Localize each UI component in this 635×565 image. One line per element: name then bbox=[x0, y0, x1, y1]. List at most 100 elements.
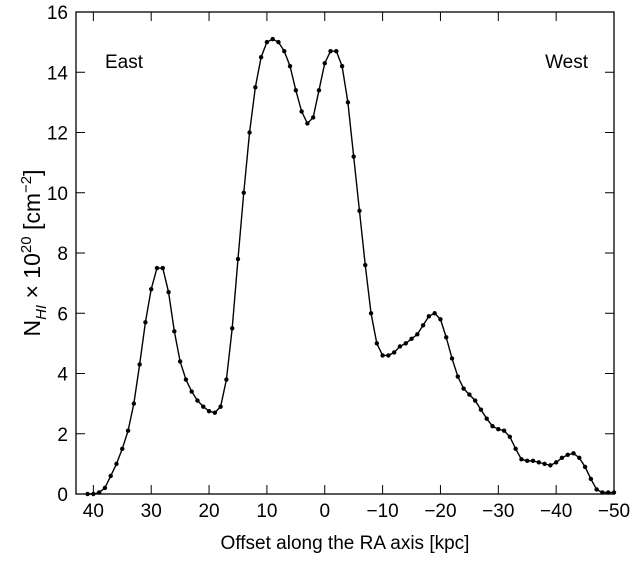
data-point bbox=[276, 39, 281, 45]
data-point bbox=[334, 48, 339, 54]
data-point bbox=[172, 329, 177, 334]
data-point bbox=[224, 377, 229, 382]
x-tick-label: 30 bbox=[141, 501, 162, 522]
data-point bbox=[310, 115, 316, 120]
data-point bbox=[525, 458, 530, 464]
data-point bbox=[328, 48, 333, 54]
data-point bbox=[600, 490, 605, 495]
y-label-part: ] bbox=[19, 169, 45, 175]
data-point bbox=[183, 377, 189, 382]
data-point bbox=[507, 434, 513, 439]
x-tick-label: 10 bbox=[256, 501, 277, 522]
data-point bbox=[241, 190, 246, 195]
data-point bbox=[582, 464, 588, 470]
data-point bbox=[316, 88, 322, 93]
data-point bbox=[114, 461, 119, 467]
data-point bbox=[137, 362, 142, 367]
y-tick-label: 14 bbox=[47, 63, 69, 84]
data-point bbox=[282, 48, 287, 54]
data-point bbox=[189, 389, 194, 394]
data-point bbox=[305, 121, 310, 126]
data-point bbox=[357, 208, 362, 214]
annotation: West bbox=[545, 52, 589, 73]
data-point bbox=[415, 332, 420, 337]
data-point bbox=[611, 490, 617, 495]
data-point bbox=[420, 323, 426, 328]
data-point bbox=[519, 457, 524, 462]
data-point bbox=[363, 262, 368, 268]
x-tick-label: 20 bbox=[198, 501, 219, 522]
y-tick-label: 6 bbox=[57, 304, 68, 325]
y-tick-label: 12 bbox=[47, 124, 68, 145]
data-point bbox=[490, 424, 495, 429]
x-tick-label: 0 bbox=[319, 501, 330, 522]
data-point bbox=[559, 455, 565, 461]
data-point bbox=[548, 463, 553, 468]
y-axis-label: NHI × 1020 [cm−2] bbox=[18, 169, 50, 336]
data-point bbox=[496, 427, 501, 432]
data-point bbox=[339, 64, 345, 69]
y-label-part: 20 bbox=[18, 236, 35, 253]
data-point bbox=[467, 392, 472, 397]
x-tick-label: −30 bbox=[482, 501, 514, 522]
y-label-part: N bbox=[19, 320, 45, 337]
data-point bbox=[571, 451, 576, 456]
data-point bbox=[351, 154, 356, 159]
y-label-part: × 10 bbox=[19, 253, 45, 305]
data-point bbox=[85, 491, 90, 497]
data-point bbox=[409, 336, 414, 342]
data-point bbox=[391, 350, 397, 355]
x-tick-label: −50 bbox=[598, 501, 630, 522]
y-label-part: −2 bbox=[18, 176, 35, 193]
data-point bbox=[154, 265, 160, 271]
data-point bbox=[386, 353, 391, 358]
data-point bbox=[206, 408, 212, 414]
y-label-part: HI bbox=[33, 305, 50, 320]
data-point bbox=[565, 452, 570, 458]
data-point bbox=[455, 374, 461, 379]
data-point bbox=[397, 344, 403, 349]
data-point bbox=[380, 353, 385, 358]
data-point bbox=[530, 458, 536, 464]
y-tick-label: 0 bbox=[57, 485, 68, 506]
data-point bbox=[264, 39, 270, 45]
data-point bbox=[513, 446, 518, 452]
data-point bbox=[472, 398, 478, 403]
data-point bbox=[461, 386, 466, 391]
data-point bbox=[299, 109, 304, 114]
data-point bbox=[102, 485, 108, 491]
data-point bbox=[166, 289, 171, 295]
data-point bbox=[253, 85, 258, 90]
y-tick-label: 8 bbox=[57, 244, 68, 265]
data-point bbox=[426, 314, 432, 319]
y-tick-label: 16 bbox=[47, 3, 68, 24]
x-tick-label: 40 bbox=[83, 501, 104, 522]
data-point bbox=[368, 311, 374, 316]
x-axis-label: Offset along the RA axis [kpc] bbox=[221, 533, 470, 554]
data-point bbox=[212, 410, 218, 415]
data-point bbox=[270, 36, 275, 42]
data-point bbox=[120, 446, 125, 452]
data-point bbox=[91, 491, 96, 497]
y-tick-label: 10 bbox=[47, 184, 68, 205]
y-tick-label: 4 bbox=[57, 365, 68, 386]
data-point bbox=[542, 461, 547, 467]
data-point bbox=[149, 286, 154, 292]
data-point bbox=[588, 476, 594, 482]
data-point bbox=[374, 341, 380, 346]
data-point bbox=[432, 311, 437, 316]
data-point bbox=[478, 407, 484, 412]
data-point bbox=[536, 460, 541, 465]
x-tick-label: −40 bbox=[540, 501, 572, 522]
data-point bbox=[125, 428, 131, 433]
x-tick-label: −20 bbox=[424, 501, 456, 522]
y-label-part: [cm bbox=[19, 193, 45, 236]
data-point bbox=[235, 256, 241, 262]
data-point bbox=[218, 404, 223, 409]
data-point bbox=[108, 473, 113, 479]
data-point bbox=[229, 326, 235, 331]
data-point bbox=[577, 455, 582, 461]
data-point bbox=[444, 335, 449, 340]
data-point bbox=[177, 359, 183, 364]
